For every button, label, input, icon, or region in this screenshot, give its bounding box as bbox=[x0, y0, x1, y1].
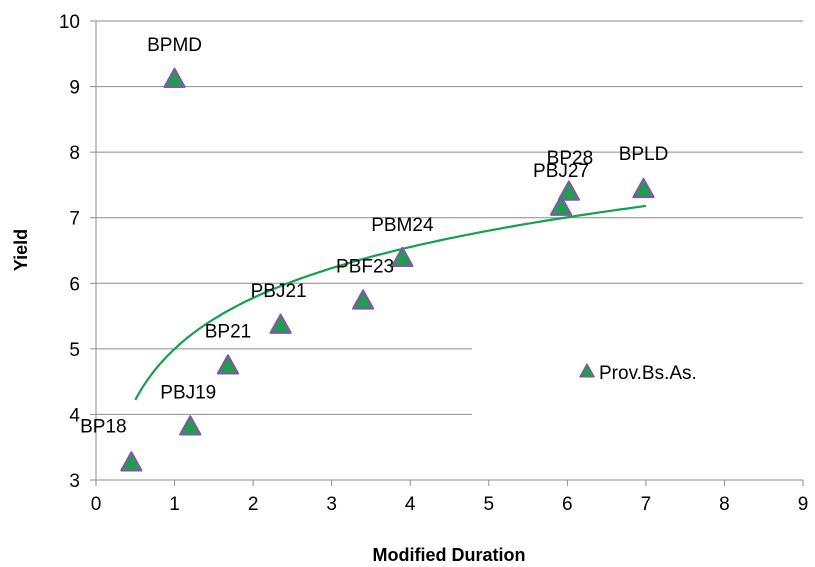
y-tick-label-5: 5 bbox=[69, 340, 80, 361]
x-tick-label-4: 4 bbox=[405, 494, 416, 515]
x-tick-label-9: 9 bbox=[798, 494, 809, 515]
marker-bpmd bbox=[163, 67, 186, 88]
x-axis-title: Modified Duration bbox=[373, 545, 526, 565]
y-tick-label-9: 9 bbox=[69, 78, 80, 99]
y-tick-label-3: 3 bbox=[69, 471, 80, 492]
x-tick-label-7: 7 bbox=[641, 494, 652, 515]
x-tick-label-3: 3 bbox=[326, 494, 337, 515]
x-tick-label-5: 5 bbox=[483, 494, 494, 515]
y-axis-title: Yield bbox=[11, 229, 31, 271]
trendline bbox=[134, 204, 647, 401]
marker-bpld bbox=[632, 177, 655, 199]
point-label-bp28: BP28 bbox=[547, 148, 593, 169]
point-label-bp18: BP18 bbox=[80, 417, 126, 438]
y-tick-label-10: 10 bbox=[59, 12, 80, 33]
point-label-bpmd: BPMD bbox=[147, 35, 202, 56]
point-label-bpld: BPLD bbox=[619, 144, 669, 165]
tick-labels: 3 4 5 6 7 8 9 10 0 1 2 3 4 5 6 7 8 9 bbox=[59, 12, 808, 515]
marker-pbf23 bbox=[351, 289, 375, 310]
trendline-group bbox=[134, 204, 647, 401]
grid-lines bbox=[96, 20, 803, 415]
marker-pbj21 bbox=[269, 313, 292, 334]
point-label-pbj21: PBJ21 bbox=[251, 281, 307, 302]
x-tick-label-1: 1 bbox=[169, 494, 180, 515]
point-label-pbj27: PBJ27 bbox=[533, 161, 589, 182]
point-label-pbf23: PBF23 bbox=[336, 257, 394, 278]
y-tick-label-7: 7 bbox=[69, 209, 80, 230]
marker-bp21 bbox=[216, 354, 240, 375]
x-tick-label-2: 2 bbox=[248, 494, 259, 515]
legend-label: Prov.Bs.As. bbox=[599, 363, 697, 384]
point-label-pbj19: PBJ19 bbox=[160, 383, 216, 404]
marker-bp18 bbox=[120, 451, 143, 472]
legend: Prov.Bs.As. bbox=[579, 363, 697, 384]
marker-pbj27 bbox=[549, 195, 573, 216]
y-tick-label-6: 6 bbox=[69, 274, 80, 295]
marker-pbm24 bbox=[391, 246, 414, 267]
x-tick-label-0: 0 bbox=[91, 494, 102, 515]
point-label-bp21: BP21 bbox=[205, 322, 251, 343]
marker-bp28 bbox=[557, 180, 581, 201]
x-tick-label-8: 8 bbox=[719, 494, 730, 515]
y-tick-label-4: 4 bbox=[69, 405, 80, 426]
x-tick-label-6: 6 bbox=[562, 494, 573, 515]
data-points bbox=[120, 67, 655, 472]
legend-marker bbox=[579, 363, 595, 378]
point-label-pbm24: PBM24 bbox=[371, 215, 434, 236]
axes bbox=[90, 20, 804, 486]
y-tick-label-8: 8 bbox=[69, 143, 80, 164]
marker-pbj19 bbox=[179, 415, 202, 436]
